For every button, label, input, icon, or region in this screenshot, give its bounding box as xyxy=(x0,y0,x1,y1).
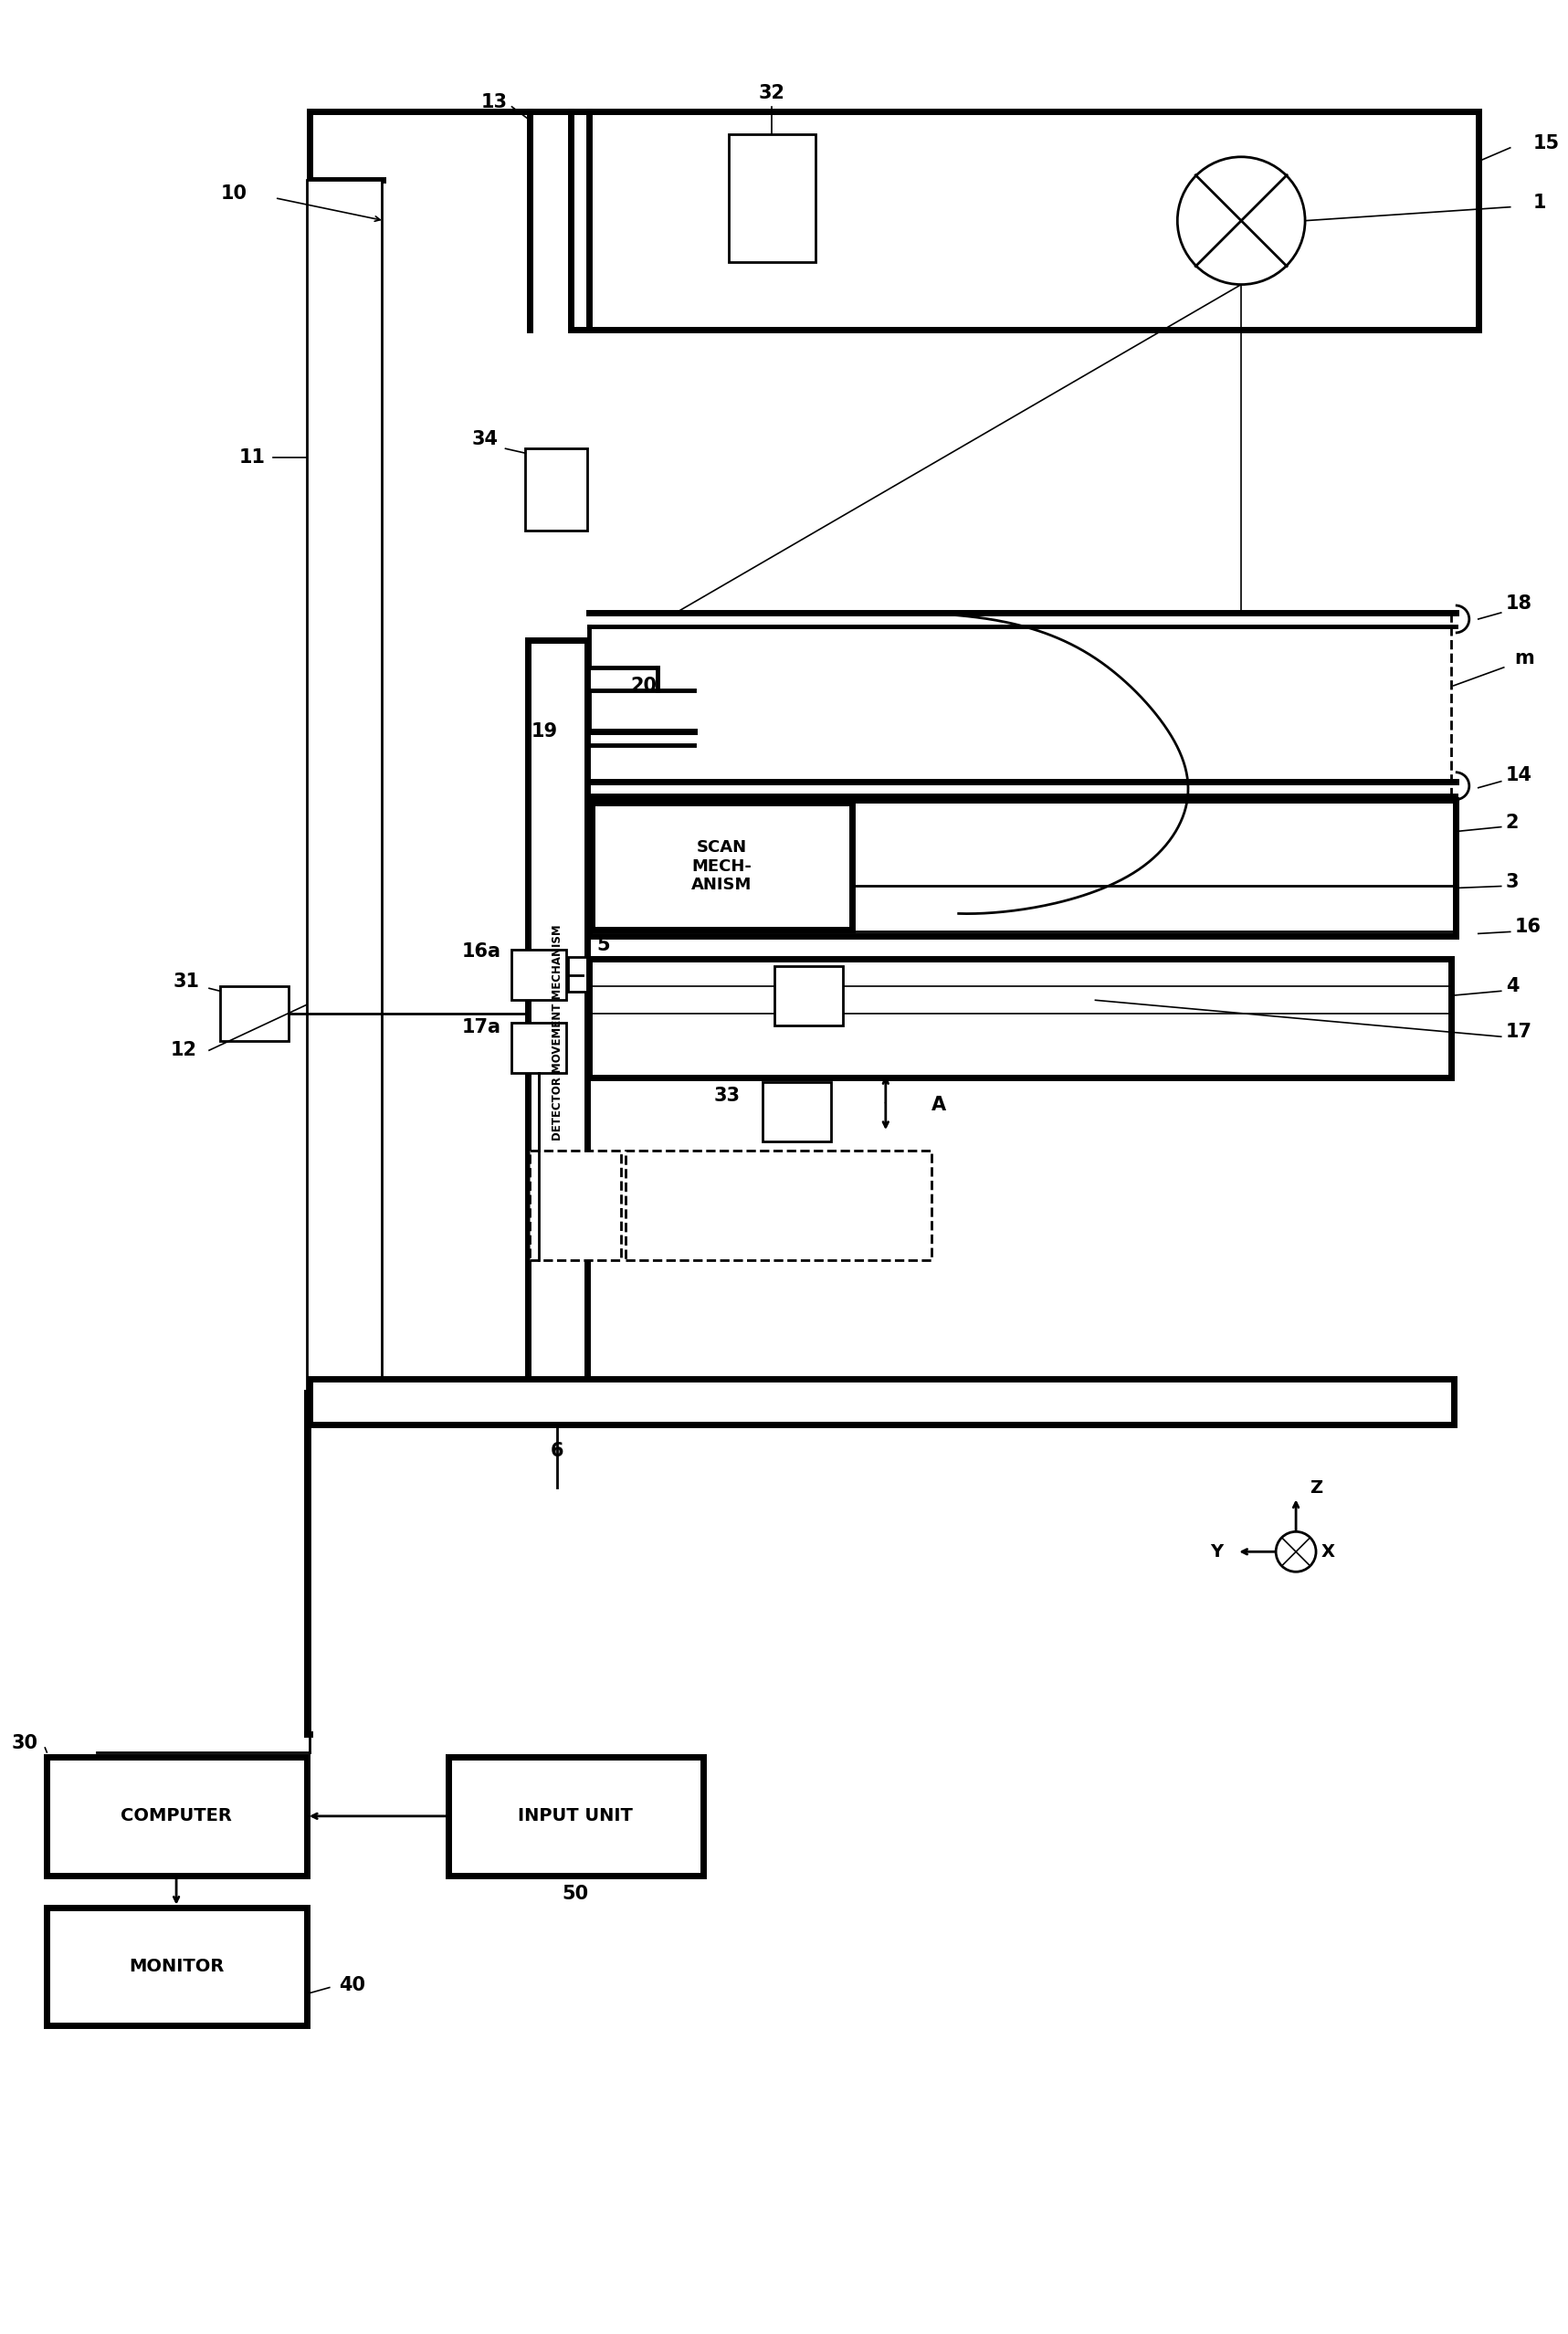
Text: 33: 33 xyxy=(713,1088,740,1104)
Text: Y: Y xyxy=(1210,1543,1223,1561)
Text: 2: 2 xyxy=(1505,812,1519,831)
Text: A: A xyxy=(931,1097,946,1113)
Text: 17a: 17a xyxy=(461,1018,500,1036)
Text: 15: 15 xyxy=(1534,133,1560,152)
Bar xyxy=(590,801,1455,936)
Text: 4: 4 xyxy=(1505,978,1519,997)
Text: 13: 13 xyxy=(481,93,508,112)
Bar xyxy=(590,959,1450,1078)
Text: COMPUTER: COMPUTER xyxy=(121,1807,232,1825)
Bar xyxy=(530,1151,621,1260)
Bar xyxy=(775,966,844,1025)
Circle shape xyxy=(1178,156,1305,285)
Text: m: m xyxy=(1515,649,1535,668)
Bar xyxy=(729,133,815,261)
Bar xyxy=(220,987,289,1041)
Bar xyxy=(47,1907,307,2026)
Text: MONITOR: MONITOR xyxy=(129,1958,224,1975)
Text: 34: 34 xyxy=(472,429,499,448)
Bar xyxy=(511,950,566,1001)
Bar xyxy=(525,448,588,530)
Text: 10: 10 xyxy=(221,184,248,203)
Text: 17: 17 xyxy=(1505,1022,1532,1041)
Text: Z: Z xyxy=(1309,1480,1322,1496)
Bar xyxy=(571,112,1479,329)
Text: 30: 30 xyxy=(11,1734,38,1753)
Circle shape xyxy=(1276,1531,1316,1571)
Bar xyxy=(47,1758,307,1874)
Text: 1: 1 xyxy=(1534,194,1546,212)
Bar xyxy=(528,640,588,1424)
Text: 32: 32 xyxy=(759,84,786,103)
Bar xyxy=(307,180,381,1391)
Text: 19: 19 xyxy=(532,721,558,740)
Bar xyxy=(448,1758,704,1874)
Text: 3: 3 xyxy=(1505,873,1519,892)
Bar xyxy=(511,1022,566,1074)
Text: 31: 31 xyxy=(174,973,201,992)
Bar xyxy=(568,957,627,992)
Text: 12: 12 xyxy=(171,1041,198,1060)
Bar xyxy=(762,1083,831,1141)
Text: 40: 40 xyxy=(339,1975,365,1993)
Text: 20: 20 xyxy=(630,677,657,696)
Text: SCAN
MECH-
ANISM: SCAN MECH- ANISM xyxy=(691,838,751,894)
Text: DETECTOR MOVEMENT MECHANISM: DETECTOR MOVEMENT MECHANISM xyxy=(552,924,563,1139)
Text: 11: 11 xyxy=(240,448,265,467)
Text: 16: 16 xyxy=(1515,917,1541,936)
Text: 5: 5 xyxy=(596,936,610,955)
Text: 50: 50 xyxy=(563,1884,590,1902)
Text: 18: 18 xyxy=(1505,595,1532,614)
Bar xyxy=(309,1379,1454,1424)
Bar xyxy=(593,803,851,929)
Text: 14: 14 xyxy=(1505,766,1532,784)
Text: 6: 6 xyxy=(550,1442,564,1461)
Text: INPUT UNIT: INPUT UNIT xyxy=(517,1807,633,1825)
Bar xyxy=(626,1151,931,1260)
Text: X: X xyxy=(1322,1543,1336,1561)
Text: 16a: 16a xyxy=(461,943,500,962)
